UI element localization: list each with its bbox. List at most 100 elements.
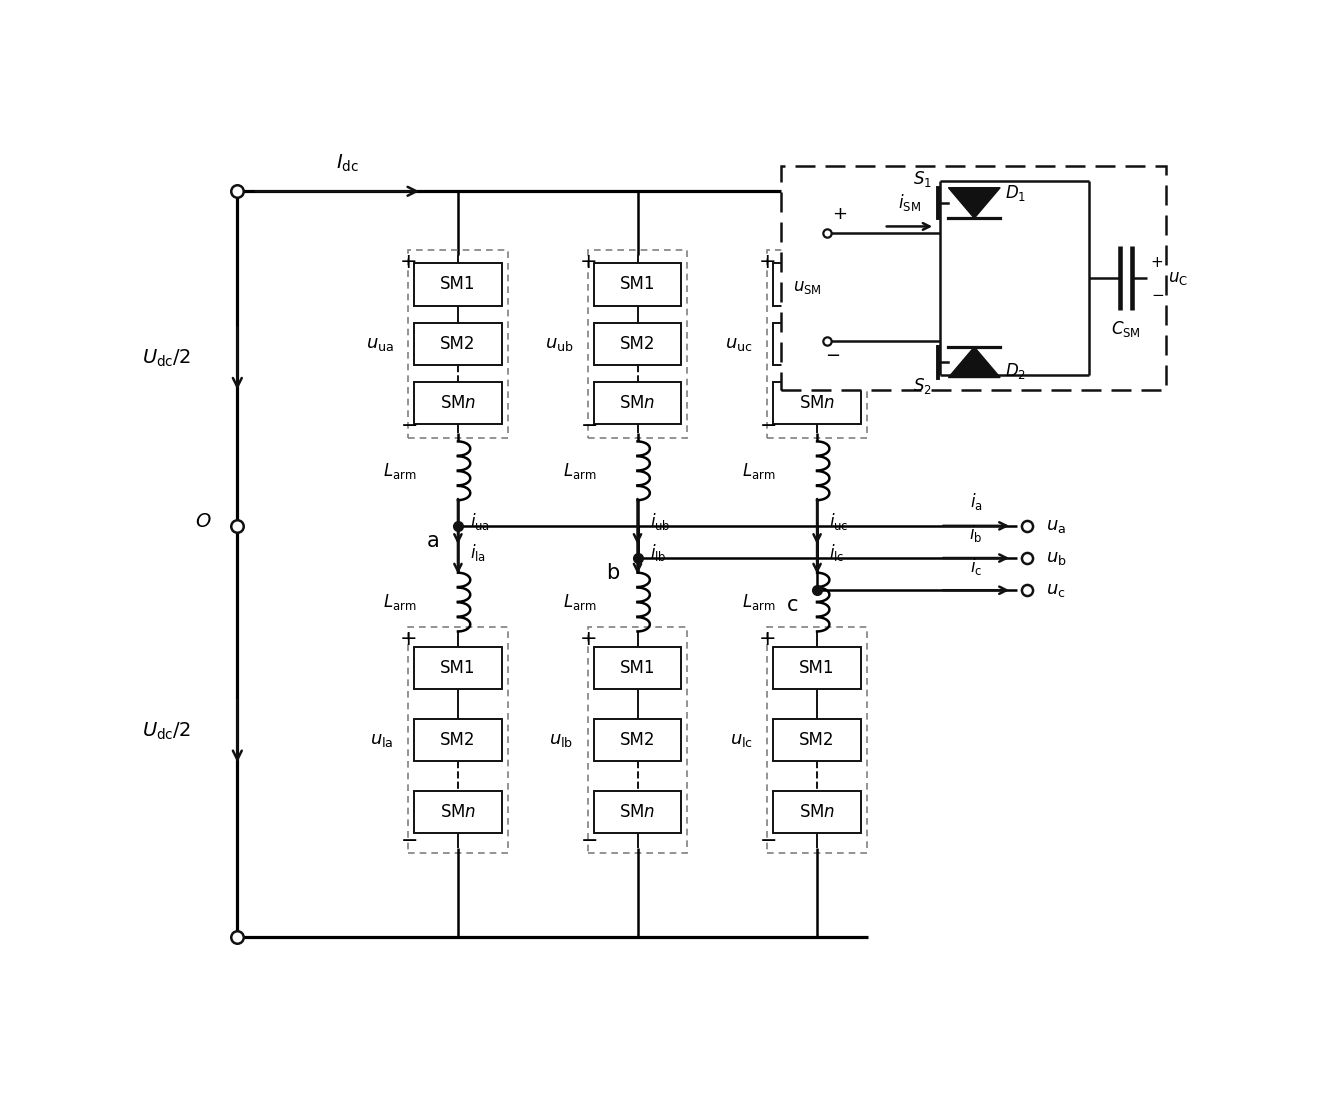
Text: SM$n$: SM$n$ <box>620 803 655 821</box>
Polygon shape <box>948 188 1000 218</box>
Text: SM$n$: SM$n$ <box>620 394 655 412</box>
Bar <box>773 263 861 306</box>
Text: $-$: $-$ <box>580 415 597 434</box>
Text: $-$: $-$ <box>1151 286 1164 301</box>
Text: SM1: SM1 <box>800 659 835 676</box>
Text: +: + <box>580 252 597 272</box>
Text: SM2: SM2 <box>620 334 655 353</box>
Bar <box>588 250 687 438</box>
Text: $U_{\rm dc}/2$: $U_{\rm dc}/2$ <box>142 720 191 741</box>
Text: $i_{\rm uc}$: $i_{\rm uc}$ <box>829 512 849 532</box>
Text: $D_1$: $D_1$ <box>1005 183 1026 202</box>
Text: $L_{\rm arm}$: $L_{\rm arm}$ <box>384 461 417 481</box>
Text: $i_{\rm lc}$: $i_{\rm lc}$ <box>829 542 845 563</box>
Text: $D_2$: $D_2$ <box>1005 361 1026 381</box>
Text: $i_{\rm la}$: $i_{\rm la}$ <box>470 542 486 563</box>
Text: $-$: $-$ <box>400 829 417 849</box>
Text: b: b <box>606 563 620 583</box>
Text: $L_{\rm arm}$: $L_{\rm arm}$ <box>384 592 417 612</box>
Text: $u_{\rm lc}$: $u_{\rm lc}$ <box>730 730 753 749</box>
Bar <box>414 718 502 761</box>
Text: SM1: SM1 <box>440 659 475 676</box>
Bar <box>414 791 502 833</box>
Text: SM$n$: SM$n$ <box>798 394 835 412</box>
Text: SM2: SM2 <box>800 334 835 353</box>
Text: $i_{\rm ub}$: $i_{\rm ub}$ <box>650 512 670 532</box>
Text: $i_{\rm b}$: $i_{\rm b}$ <box>969 524 982 544</box>
Bar <box>594 718 681 761</box>
Bar <box>414 647 502 689</box>
Text: a: a <box>426 531 440 551</box>
Text: $u_{\rm uc}$: $u_{\rm uc}$ <box>726 334 753 353</box>
Text: $U_{\rm dc}/2$: $U_{\rm dc}/2$ <box>142 348 191 370</box>
Text: $i_{\rm ua}$: $i_{\rm ua}$ <box>470 512 490 532</box>
Text: +: + <box>400 252 417 272</box>
Text: $i_{\rm lb}$: $i_{\rm lb}$ <box>650 542 666 563</box>
Text: $-$: $-$ <box>400 415 417 434</box>
Text: SM$n$: SM$n$ <box>798 803 835 821</box>
Text: $L_{\rm arm}$: $L_{\rm arm}$ <box>563 461 597 481</box>
Text: +: + <box>1151 255 1164 271</box>
Text: $i_{\rm c}$: $i_{\rm c}$ <box>970 556 982 576</box>
Text: $C_{\rm SM}$: $C_{\rm SM}$ <box>1111 319 1141 339</box>
Bar <box>773 322 861 365</box>
Text: +: + <box>833 205 847 223</box>
Text: $L_{\rm arm}$: $L_{\rm arm}$ <box>563 592 597 612</box>
Text: SM1: SM1 <box>620 275 655 294</box>
Text: $S_2$: $S_2$ <box>914 376 932 396</box>
Text: $O$: $O$ <box>195 513 212 531</box>
Text: $L_{\rm arm}$: $L_{\rm arm}$ <box>743 592 776 612</box>
Text: $-$: $-$ <box>759 829 776 849</box>
Bar <box>414 263 502 306</box>
Bar <box>773 382 861 425</box>
Polygon shape <box>948 346 1000 377</box>
Text: $-$: $-$ <box>580 829 597 849</box>
Text: $I_{\rm dc}$: $I_{\rm dc}$ <box>336 153 359 174</box>
Text: SM1: SM1 <box>620 659 655 676</box>
Bar <box>768 627 867 853</box>
Text: $u_{\rm la}$: $u_{\rm la}$ <box>371 730 393 749</box>
Bar <box>408 627 507 853</box>
Text: SM$n$: SM$n$ <box>440 803 477 821</box>
Text: $-$: $-$ <box>759 415 776 434</box>
Bar <box>594 263 681 306</box>
Bar <box>594 791 681 833</box>
Bar <box>588 627 687 853</box>
Text: $u_{\rm SM}$: $u_{\rm SM}$ <box>793 278 822 296</box>
Bar <box>768 250 867 438</box>
Text: $i_{\rm SM}$: $i_{\rm SM}$ <box>898 191 922 213</box>
Text: $-$: $-$ <box>825 345 841 363</box>
Text: SM1: SM1 <box>800 275 835 294</box>
Text: $u_{\rm ua}$: $u_{\rm ua}$ <box>365 334 393 353</box>
Text: SM2: SM2 <box>620 730 655 749</box>
Bar <box>414 322 502 365</box>
Bar <box>594 647 681 689</box>
Text: $i_{\rm a}$: $i_{\rm a}$ <box>969 492 982 513</box>
Bar <box>594 382 681 425</box>
Text: +: + <box>400 628 417 649</box>
Text: $u_{\rm a}$: $u_{\rm a}$ <box>1046 517 1066 535</box>
Text: SM2: SM2 <box>440 334 475 353</box>
Text: SM2: SM2 <box>440 730 475 749</box>
Text: $u_{\rm lb}$: $u_{\rm lb}$ <box>549 730 573 749</box>
Text: $u_{\rm C}$: $u_{\rm C}$ <box>1168 270 1188 287</box>
Bar <box>414 382 502 425</box>
Text: SM$n$: SM$n$ <box>440 394 477 412</box>
Text: SM1: SM1 <box>440 275 475 294</box>
Text: $S_1$: $S_1$ <box>914 169 932 189</box>
Text: $u_{\rm b}$: $u_{\rm b}$ <box>1046 549 1067 566</box>
Bar <box>773 791 861 833</box>
Bar <box>594 322 681 365</box>
Text: $u_{\rm c}$: $u_{\rm c}$ <box>1046 581 1066 600</box>
Text: SM2: SM2 <box>800 730 835 749</box>
Text: +: + <box>759 252 777 272</box>
Text: +: + <box>759 628 777 649</box>
Bar <box>773 718 861 761</box>
Text: c: c <box>786 595 798 616</box>
Text: $L_{\rm arm}$: $L_{\rm arm}$ <box>743 461 776 481</box>
Text: +: + <box>580 628 597 649</box>
Bar <box>408 250 507 438</box>
Bar <box>773 647 861 689</box>
Text: $u_{\rm ub}$: $u_{\rm ub}$ <box>544 334 573 353</box>
Bar <box>781 166 1166 390</box>
